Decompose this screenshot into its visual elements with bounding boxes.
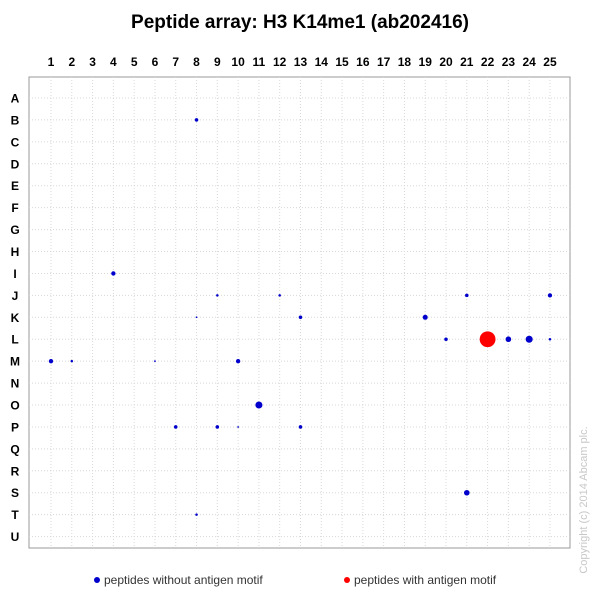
row-tick-P: P [11,420,19,434]
col-tick-3: 3 [89,55,96,69]
data-point-M6 [154,360,156,363]
data-point-T8 [195,513,198,516]
data-point-J25 [547,293,553,298]
legend-label-without-motif: peptides without antigen motif [104,573,263,587]
col-tick-8: 8 [193,55,200,69]
col-tick-24: 24 [522,55,536,69]
plot-frame [28,76,571,549]
row-tick-G: G [10,223,19,237]
col-tick-6: 6 [152,55,159,69]
data-point-J21 [465,293,469,298]
col-tick-25: 25 [543,55,557,69]
col-tick-21: 21 [460,55,474,69]
row-tick-L: L [11,333,18,347]
row-tick-R: R [11,464,20,478]
row-tick-A: A [11,92,20,106]
col-tick-17: 17 [377,55,391,69]
col-tick-11: 11 [253,55,266,69]
grid-lines [29,77,570,548]
col-tick-10: 10 [231,55,245,69]
col-tick-15: 15 [335,55,349,69]
data-points [48,118,553,516]
data-point-M2 [70,359,74,363]
col-tick-19: 19 [419,55,433,69]
col-tick-12: 12 [273,55,287,69]
col-tick-18: 18 [398,55,412,69]
data-point-M10 [235,358,241,364]
legend-marker-with-motif [344,577,350,583]
chart-title: Peptide array: H3 K14me1 (ab202416) [131,12,469,33]
data-point-P9 [215,425,220,429]
row-tick-M: M [10,355,20,369]
column-tick-labels: 1 2 3 4 5 6 7 8 9 10 11 12 13 14 15 16 17 18 19 20 21 22 23 24 2… [48,55,557,69]
data-point-L22 [479,331,496,348]
copyright-note: Copyright (c) 2014 Abcam plc. [578,426,590,573]
data-point-L25 [548,337,552,341]
data-point-O11 [255,401,263,409]
row-tick-D: D [11,157,20,171]
col-tick-1: 1 [48,55,55,69]
col-tick-14: 14 [315,55,329,69]
row-tick-S: S [11,486,19,500]
row-tick-B: B [11,113,20,127]
data-point-I4 [111,271,116,276]
row-tick-F: F [11,201,18,215]
data-point-K13 [298,315,303,320]
data-point-B8 [194,118,199,122]
col-tick-2: 2 [68,55,75,69]
data-point-P10 [237,426,239,428]
row-tick-Q: Q [10,442,19,456]
row-tick-N: N [11,377,20,391]
data-point-S21 [464,489,470,496]
col-tick-5: 5 [131,55,138,69]
col-tick-4: 4 [110,55,117,69]
row-tick-I: I [13,267,16,281]
col-tick-16: 16 [356,55,370,69]
data-point-L20 [444,337,448,341]
data-point-K19 [422,314,428,320]
legend-marker-without-motif [94,577,100,583]
row-tick-U: U [11,530,20,544]
row-tick-J: J [12,289,19,303]
col-tick-7: 7 [172,55,179,69]
data-point-L23 [505,336,512,343]
col-tick-13: 13 [294,55,308,69]
data-point-P13 [298,425,303,429]
col-tick-23: 23 [502,55,516,69]
data-point-J12 [278,294,281,297]
row-tick-E: E [11,179,19,193]
col-tick-22: 22 [481,55,495,69]
col-tick-20: 20 [439,55,453,69]
data-point-M1 [48,358,54,364]
row-tick-T: T [11,508,19,522]
row-tick-H: H [11,245,20,259]
row-tick-K: K [11,311,20,325]
legend-label-with-motif: peptides with antigen motif [354,573,497,587]
col-tick-9: 9 [214,55,221,69]
data-point-P7 [173,425,178,429]
data-point-J9 [216,294,219,297]
data-point-K8 [195,316,198,319]
legend: peptides without antigen motif peptides … [94,573,497,587]
row-tick-O: O [10,399,19,413]
data-point-L24 [525,335,533,343]
row-tick-C: C [11,135,20,149]
